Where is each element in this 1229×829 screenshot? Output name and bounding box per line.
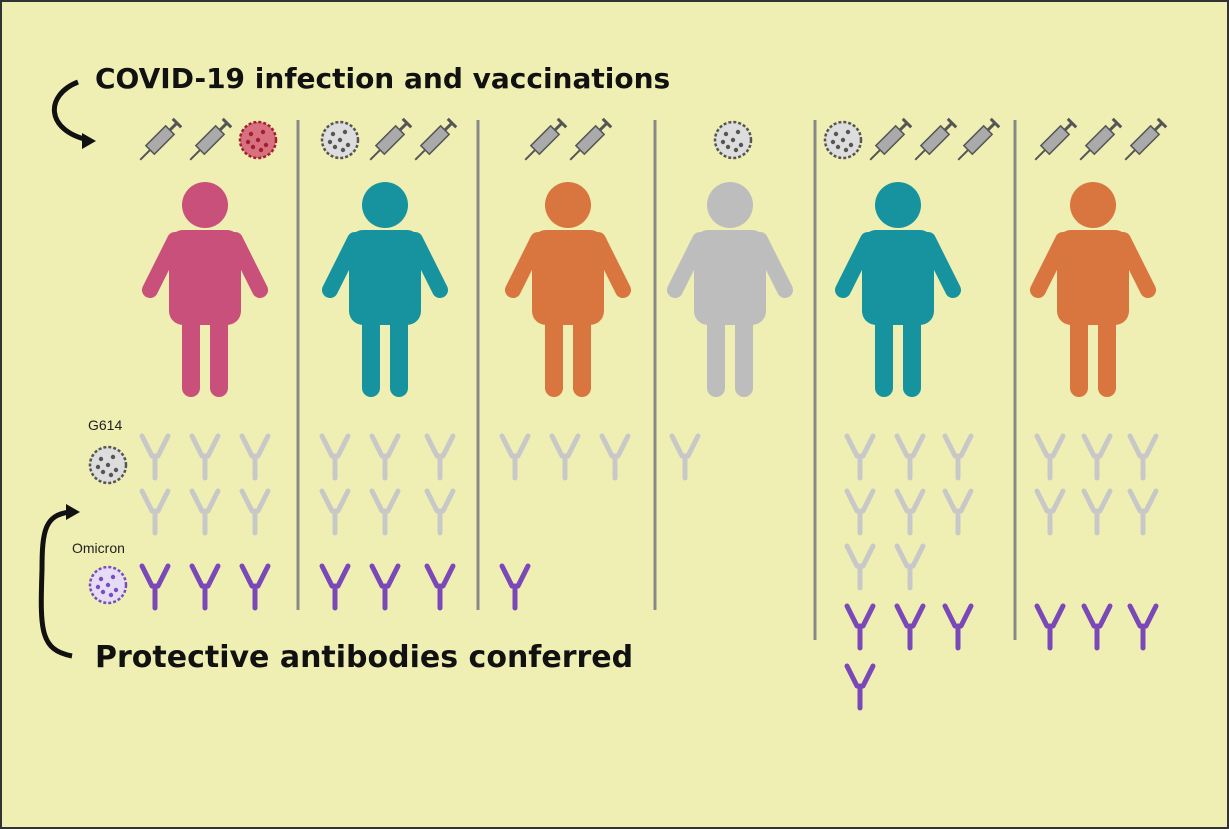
virus-dot [256, 138, 260, 142]
virus-dot [836, 145, 840, 149]
virus [90, 567, 126, 603]
virus-dot [343, 130, 347, 134]
virus-dot [333, 145, 337, 149]
virus-dot [834, 132, 838, 136]
leg [182, 300, 200, 397]
virus-dot [96, 585, 100, 589]
head [707, 182, 753, 228]
virus-dot [328, 140, 332, 144]
omicron-label: Omicron [72, 540, 125, 556]
leg [735, 300, 753, 397]
virus-dot [346, 143, 350, 147]
leg [903, 300, 921, 397]
virus-dot [99, 457, 103, 461]
background [1, 1, 1228, 828]
virus-dot [264, 143, 268, 147]
virus [825, 122, 861, 158]
leg [573, 300, 591, 397]
leg [210, 300, 228, 397]
head [362, 182, 408, 228]
virus-dot [99, 577, 103, 581]
leg [875, 300, 893, 397]
virus-dot [101, 590, 105, 594]
virus [240, 122, 276, 158]
leg [1070, 300, 1088, 397]
leg [707, 300, 725, 397]
virus-dot [96, 465, 100, 469]
head [182, 182, 228, 228]
virus-dot [341, 148, 345, 152]
leg [545, 300, 563, 397]
leg [390, 300, 408, 397]
leg [1098, 300, 1116, 397]
virus-dot [831, 140, 835, 144]
virus-dot [101, 470, 105, 474]
virus-dot [109, 593, 113, 597]
virus-dot [261, 130, 265, 134]
virus-dot [338, 138, 342, 142]
virus-dot [721, 140, 725, 144]
virus-dot [731, 138, 735, 142]
virus-dot [109, 473, 113, 477]
virus-dot [259, 148, 263, 152]
virus-dot [724, 132, 728, 136]
head [875, 182, 921, 228]
head [545, 182, 591, 228]
g614-label: G614 [88, 417, 122, 433]
virus [715, 122, 751, 158]
leg [362, 300, 380, 397]
virus-dot [849, 143, 853, 147]
virus-dot [251, 145, 255, 149]
title: COVID-19 infection and vaccinations [95, 62, 670, 95]
virus-dot [111, 575, 115, 579]
diagram: COVID-19 infection and vaccinations Prot… [0, 0, 1229, 829]
virus-dot [246, 140, 250, 144]
virus-dot [844, 148, 848, 152]
virus-dot [846, 130, 850, 134]
virus-dot [114, 588, 118, 592]
virus-dot [736, 130, 740, 134]
virus-dot [106, 583, 110, 587]
virus-dot [249, 132, 253, 136]
virus-dot [841, 138, 845, 142]
virus-dot [739, 143, 743, 147]
virus [322, 122, 358, 158]
page: COVID-19 infection and vaccinations Prot… [0, 0, 1229, 829]
virus-dot [734, 148, 738, 152]
virus [90, 447, 126, 483]
footer-title: Protective antibodies conferred [95, 640, 633, 675]
virus-dot [114, 468, 118, 472]
head [1070, 182, 1116, 228]
virus-dot [726, 145, 730, 149]
virus-dot [111, 455, 115, 459]
virus-dot [331, 132, 335, 136]
virus-dot [106, 463, 110, 467]
